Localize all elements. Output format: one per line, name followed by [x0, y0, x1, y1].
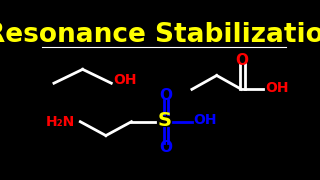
Text: OH: OH [194, 113, 217, 127]
Text: O: O [159, 88, 172, 103]
Text: OH: OH [114, 73, 137, 87]
Text: OH: OH [265, 81, 288, 95]
Text: Resonance Stabilization: Resonance Stabilization [0, 22, 320, 48]
Text: O: O [235, 53, 248, 68]
Text: S: S [158, 111, 172, 130]
Text: O: O [159, 140, 172, 155]
Text: H₂N: H₂N [46, 115, 76, 129]
